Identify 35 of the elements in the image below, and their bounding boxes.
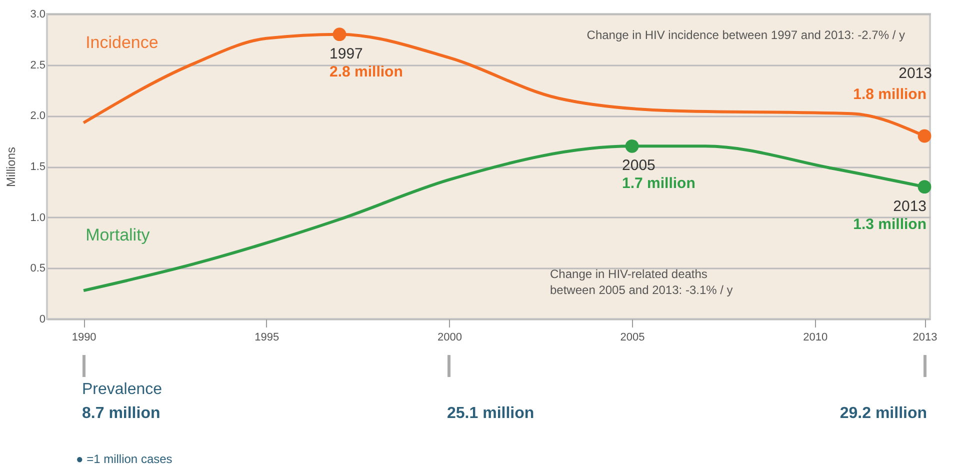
y-axis-title: Millions — [4, 146, 18, 188]
y-tick-label: 0 — [39, 314, 46, 326]
point — [918, 180, 932, 194]
x-tick-label: 2005 — [620, 332, 645, 344]
text: 8.7 million — [82, 405, 160, 422]
text: ● =1 million cases — [76, 452, 172, 466]
point — [918, 129, 932, 143]
annotation: 2013 — [898, 65, 932, 82]
text: 25.1 million — [447, 405, 534, 422]
annotation: 2.8 million — [330, 63, 403, 80]
x-tick-label: 2010 — [803, 332, 828, 344]
point — [625, 139, 639, 153]
annotation: 1.3 million — [853, 216, 927, 233]
annotation: 1.8 million — [853, 86, 927, 103]
x-tick-label: 1995 — [254, 332, 280, 344]
x-tick-label: 2013 — [912, 332, 938, 344]
y-tick-label: 2.5 — [30, 59, 46, 72]
annotation: 1997 — [330, 45, 363, 62]
y-tick-label: 0.5 — [30, 262, 46, 275]
x-tick-label: 2000 — [437, 332, 462, 344]
annotation: Change in HIV incidence between 1997 and 2013: -2.7% / y — [586, 28, 905, 42]
series-label: Mortality — [86, 226, 150, 245]
y-tick-label: 1.0 — [30, 212, 46, 224]
text: Prevalence — [82, 381, 162, 398]
x-tick-label: 1990 — [72, 332, 96, 344]
annotation: Change in HIV-related deaths between 2005 and 2013: -3.1% / y — [550, 267, 733, 297]
annotation: 2005 — [622, 157, 656, 174]
y-tick-label: 3.0 — [30, 8, 46, 20]
annotation: 1.7 million — [622, 175, 696, 192]
y-tick-label: 2.0 — [30, 110, 46, 122]
annotation: 2013 — [893, 198, 927, 215]
text: 29.2 million — [840, 405, 927, 422]
y-tick-label: 1.5 — [30, 161, 46, 173]
point — [332, 28, 346, 42]
series-label: Incidence — [86, 32, 158, 52]
